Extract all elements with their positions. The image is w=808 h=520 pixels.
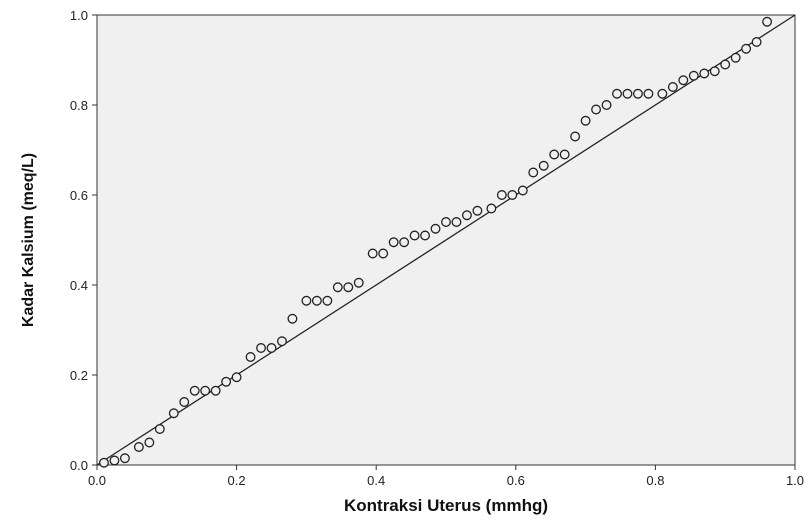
data-point: [409, 230, 420, 241]
data-point: [709, 66, 720, 77]
data-point: [699, 68, 710, 79]
x-tick-label: 0.4: [367, 473, 385, 488]
data-point: [109, 455, 120, 466]
data-point: [353, 277, 364, 288]
data-point: [119, 453, 130, 464]
data-point: [430, 223, 441, 234]
data-point: [266, 343, 277, 353]
data-point: [580, 115, 591, 126]
y-ticks-group: 0.0 0.2 0.4 0.6 0.8 1.0: [70, 8, 97, 473]
data-point: [472, 205, 483, 216]
data-point: [332, 282, 343, 293]
data-point: [388, 237, 399, 248]
data-point: [99, 457, 109, 468]
data-point: [245, 352, 256, 362]
y-tick-label: 0.6: [70, 188, 88, 203]
data-point: [256, 343, 266, 353]
data-point: [168, 408, 179, 419]
y-tick-label: 1.0: [70, 8, 88, 23]
data-point: [301, 295, 312, 306]
data-point: [528, 167, 539, 178]
data-point: [420, 230, 431, 241]
data-point: [311, 295, 322, 306]
data-point: [441, 217, 451, 227]
data-point: [154, 424, 165, 434]
data-point: [343, 282, 354, 293]
data-point: [559, 149, 570, 160]
data-point: [189, 385, 200, 396]
data-point: [549, 149, 560, 160]
data-point: [486, 203, 497, 214]
data-point: [287, 313, 298, 324]
data-point: [221, 376, 232, 387]
y-tick-label: 0.4: [70, 278, 88, 293]
x-tick-label: 0.0: [88, 473, 106, 488]
data-point: [667, 82, 678, 92]
data-point: [570, 131, 581, 142]
x-ticks-group: 0.0 0.2 0.4 0.6 0.8 1.0: [88, 465, 804, 488]
data-point: [612, 88, 622, 99]
data-point: [591, 104, 602, 115]
data-point: [741, 43, 752, 54]
y-axis-title: Kadar Kalsium (meq/L): [20, 153, 37, 327]
data-point: [730, 52, 741, 63]
data-point: [762, 16, 773, 27]
data-point: [451, 217, 462, 227]
data-point: [622, 88, 633, 99]
data-point: [601, 100, 612, 110]
y-tick-label: 0.8: [70, 98, 88, 113]
data-point: [179, 397, 190, 407]
data-point: [751, 37, 762, 47]
data-point: [633, 88, 643, 99]
data-point: [231, 372, 242, 383]
data-point: [517, 185, 528, 196]
points-group: [99, 16, 773, 468]
data-point: [657, 88, 668, 99]
data-point: [507, 190, 518, 200]
data-point: [277, 336, 287, 347]
x-tick-label: 1.0: [786, 473, 804, 488]
data-point: [496, 190, 507, 200]
data-point: [720, 59, 731, 70]
x-tick-label: 0.8: [646, 473, 664, 488]
data-point: [643, 88, 654, 99]
data-point: [378, 248, 389, 259]
data-point: [144, 437, 155, 448]
data-point: [678, 75, 689, 86]
data-point: [688, 70, 699, 81]
data-point: [399, 237, 410, 248]
data-point: [133, 442, 144, 452]
data-point: [461, 210, 472, 221]
data-point: [538, 160, 549, 171]
x-axis-title: Kontraksi Uterus (mmhg): [344, 496, 548, 515]
y-tick-label: 0.0: [70, 458, 88, 473]
x-tick-label: 0.6: [507, 473, 525, 488]
x-tick-label: 0.2: [228, 473, 246, 488]
data-point: [322, 295, 333, 306]
data-point: [200, 385, 211, 396]
y-tick-label: 0.2: [70, 368, 88, 383]
data-point: [210, 385, 221, 396]
data-point: [367, 248, 378, 259]
